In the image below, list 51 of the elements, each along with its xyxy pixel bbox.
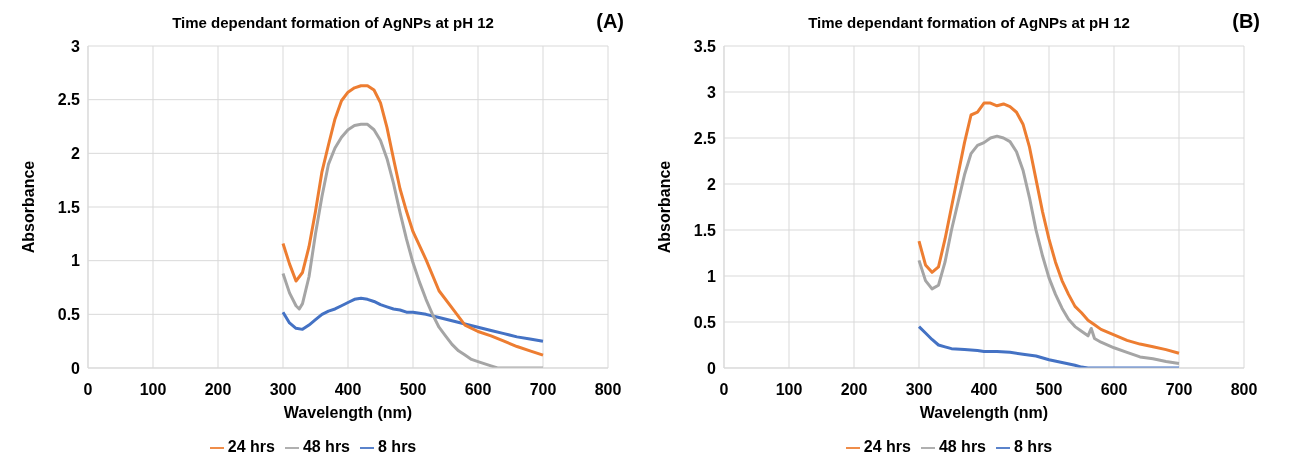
text: (A) [596, 10, 624, 33]
y-tick-label: 1 [707, 267, 717, 285]
y-tick-label: 0 [71, 359, 81, 377]
x-tick-label: 300 [269, 381, 297, 399]
y-tick-label: 0.5 [57, 306, 81, 324]
x-tick-label: 400 [334, 381, 362, 399]
y-tick-label: 1.5 [57, 198, 81, 216]
chart-title: Time dependant formation of AgNPs at pH 12 [171, 14, 495, 31]
x-axis-title: Wavelength (nm) [919, 404, 1049, 421]
y-tick-label: 2 [71, 145, 81, 163]
x-tick-label: 600 [1100, 381, 1128, 399]
y-tick-label: 3 [71, 37, 81, 55]
x-tick-label: 800 [1230, 381, 1258, 399]
legend-label: 48 hrs [302, 438, 351, 455]
x-tick-label: 800 [594, 381, 622, 399]
x-tick-label: 500 [1035, 381, 1063, 399]
y-axis-title: Absorbance [655, 160, 673, 254]
y-tick-label: 0 [707, 359, 717, 377]
y-tick-label: 2.5 [693, 129, 717, 147]
x-tick-label: 0 [719, 381, 729, 399]
legend-label: 48 hrs [938, 438, 987, 455]
x-tick-label: 400 [970, 381, 998, 399]
line-series [281, 296, 545, 343]
x-tick-label: 300 [905, 381, 933, 399]
legend-label: 8 hrs [378, 438, 417, 455]
y-axis-title: Absorbance [19, 160, 37, 254]
y-tick-label: 3.5 [693, 37, 717, 55]
text: (B) [1232, 10, 1260, 33]
x-tick-label: 500 [399, 381, 427, 399]
y-tick-label: 1.5 [693, 221, 717, 239]
x-tick-label: 0 [83, 381, 93, 399]
y-tick-label: 1 [71, 252, 81, 270]
legend-label: 24 hrs [227, 438, 275, 455]
y-tick-label: 0.5 [693, 313, 717, 331]
y-tick-label: 2.5 [57, 91, 81, 109]
x-tick-label: 700 [1165, 381, 1193, 399]
legend-label: 24 hrs [863, 438, 911, 455]
x-tick-label: 100 [139, 381, 167, 399]
x-tick-label: 100 [775, 381, 803, 399]
legend-label: 8 hrs [1014, 438, 1053, 455]
x-axis-title: Wavelength (nm) [283, 404, 413, 421]
line-series [917, 101, 1181, 355]
line-series [281, 84, 545, 357]
y-tick-label: 2 [707, 175, 717, 193]
x-tick-label: 200 [204, 381, 232, 399]
x-tick-label: 700 [529, 381, 557, 399]
line-series [917, 134, 1181, 365]
x-tick-label: 600 [464, 381, 492, 399]
y-tick-label: 3 [707, 83, 717, 101]
x-tick-label: 200 [840, 381, 868, 399]
chart-title: Time dependant formation of AgNPs at pH 12 [807, 14, 1131, 31]
